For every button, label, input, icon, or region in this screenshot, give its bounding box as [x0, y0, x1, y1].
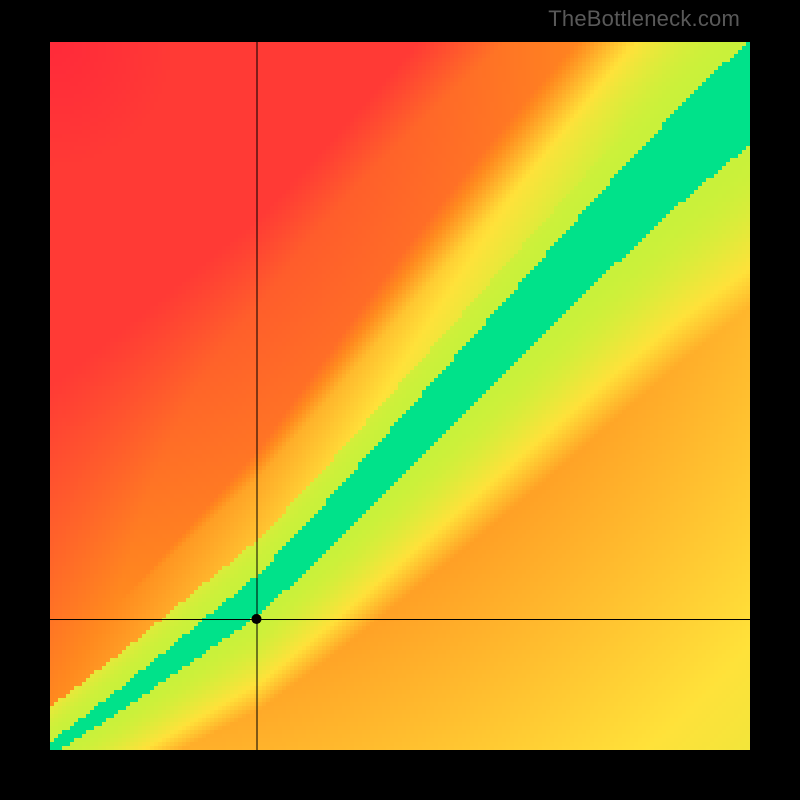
- plot-frame: [50, 42, 750, 750]
- crosshair-overlay: [50, 42, 750, 750]
- chart-container: TheBottleneck.com: [0, 0, 800, 800]
- watermark-text: TheBottleneck.com: [548, 6, 740, 32]
